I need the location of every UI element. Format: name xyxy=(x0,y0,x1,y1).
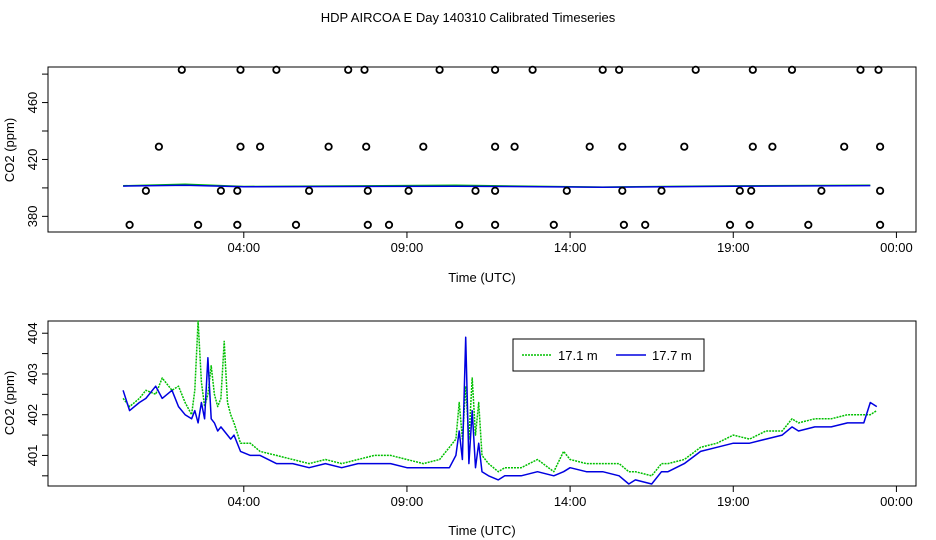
data-point xyxy=(875,142,885,151)
data-point xyxy=(471,186,480,195)
bottom-y-axis-label: CO2 (ppm) xyxy=(2,371,17,435)
x-tick-label: 19:00 xyxy=(717,240,750,255)
data-point xyxy=(691,65,700,74)
legend-label-17-7m: 17.7 m xyxy=(652,348,692,363)
data-point xyxy=(840,142,849,151)
y-tick-label: 380 xyxy=(25,206,40,228)
data-point xyxy=(154,142,163,151)
top-plot-frame xyxy=(47,66,917,233)
data-point xyxy=(233,186,242,195)
data-point xyxy=(528,65,537,74)
data-point xyxy=(490,65,500,74)
top-x-axis-label: Time (UTC) xyxy=(448,270,515,285)
data-point xyxy=(817,186,826,195)
data-point xyxy=(363,186,372,195)
data-point xyxy=(125,220,134,229)
data-point xyxy=(236,65,245,74)
data-point xyxy=(618,186,627,195)
data-point xyxy=(490,220,500,229)
data-point xyxy=(362,142,371,151)
data-point xyxy=(344,65,353,74)
data-point xyxy=(856,65,865,74)
x-tick-label: 09:00 xyxy=(391,240,424,255)
x-tick-label: 14:00 xyxy=(554,494,587,509)
data-point xyxy=(875,220,885,229)
series-line-green xyxy=(122,320,878,477)
data-point xyxy=(291,220,301,229)
data-point xyxy=(875,186,885,195)
y-tick-label: 460 xyxy=(25,92,40,114)
data-point xyxy=(680,142,689,151)
figure-title: HDP AIRCOA E Day 140310 Calibrated Times… xyxy=(321,10,616,25)
data-point xyxy=(585,142,594,151)
data-point xyxy=(618,142,627,151)
x-tick-label: 19:00 xyxy=(717,494,750,509)
x-tick-label: 04:00 xyxy=(228,494,261,509)
data-point xyxy=(404,186,413,195)
data-point xyxy=(748,142,757,151)
data-point xyxy=(435,65,444,74)
data-point xyxy=(745,220,754,229)
x-tick-label: 09:00 xyxy=(391,494,424,509)
y-tick-label: 401 xyxy=(25,445,40,467)
data-point xyxy=(787,65,797,74)
bottom-plot-frame xyxy=(47,320,917,487)
y-tick-label: 403 xyxy=(25,363,40,385)
data-point xyxy=(725,220,735,229)
data-point xyxy=(657,186,666,195)
data-point xyxy=(177,65,186,74)
data-point xyxy=(141,186,150,195)
x-tick-label: 04:00 xyxy=(228,240,261,255)
data-point xyxy=(874,65,883,74)
data-point xyxy=(233,220,242,229)
series-line-blue xyxy=(123,184,871,188)
bottom-y-axis: 401 402 403 404 xyxy=(25,322,48,477)
x-tick-label: 00:00 xyxy=(880,494,913,509)
data-point xyxy=(324,142,333,151)
data-point xyxy=(735,186,744,195)
legend-label-17-1m: 17.1 m xyxy=(558,348,598,363)
y-tick-label: 404 xyxy=(25,322,40,344)
data-point xyxy=(455,220,464,229)
bottom-x-axis: 04:00 09:00 14:00 19:00 00:00 xyxy=(228,486,913,509)
data-point xyxy=(490,186,500,195)
data-point xyxy=(419,142,428,151)
top-marks xyxy=(123,65,885,229)
top-panel: 04:00 09:00 14:00 19:00 00:00 380 420 460 Time… xyxy=(2,65,917,285)
data-point xyxy=(614,65,624,74)
data-point xyxy=(255,142,265,151)
data-point xyxy=(619,220,629,229)
top-x-axis: 04:00 09:00 14:00 19:00 00:00 xyxy=(228,232,913,255)
top-y-axis-label: CO2 (ppm) xyxy=(2,118,17,182)
data-point xyxy=(194,220,203,229)
y-tick-label: 420 xyxy=(25,149,40,171)
data-point xyxy=(747,186,756,195)
data-point xyxy=(562,186,571,195)
y-tick-label: 402 xyxy=(25,404,40,426)
data-point xyxy=(272,65,281,74)
top-y-axis: 380 420 460 xyxy=(25,73,48,228)
data-point xyxy=(641,220,650,229)
x-tick-label: 14:00 xyxy=(554,240,587,255)
data-point xyxy=(363,220,372,229)
data-point xyxy=(304,186,314,195)
data-point xyxy=(549,220,558,229)
legend: 17.1 m 17.7 m xyxy=(512,338,705,372)
data-point xyxy=(804,220,813,229)
data-point xyxy=(236,142,245,151)
data-point xyxy=(216,186,225,195)
data-point xyxy=(490,142,500,151)
data-point xyxy=(384,220,394,229)
bottom-marks xyxy=(122,320,878,485)
data-point xyxy=(748,65,757,74)
bottom-x-axis-label: Time (UTC) xyxy=(448,523,515,538)
series-line-blue xyxy=(122,336,878,485)
data-point xyxy=(510,142,519,151)
data-point xyxy=(768,142,777,151)
bottom-panel: 04:00 09:00 14:00 19:00 00:00 401 402 403 404 T… xyxy=(2,320,917,538)
data-point xyxy=(598,65,607,74)
x-tick-label: 00:00 xyxy=(880,240,913,255)
data-point xyxy=(360,65,369,74)
